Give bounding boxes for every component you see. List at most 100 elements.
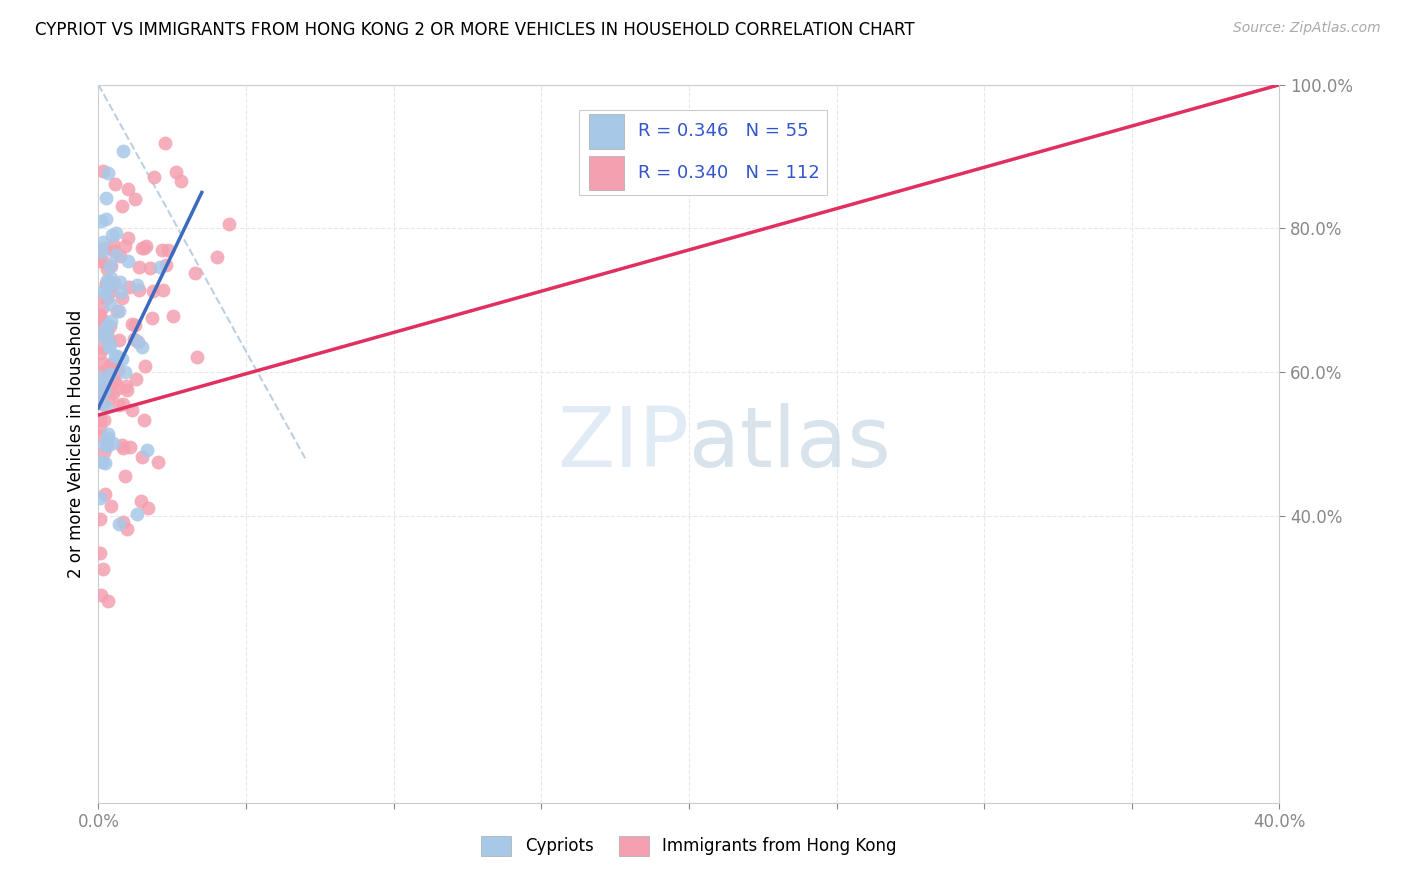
Point [98,319,121,334]
Point [100,500,122,514]
Point [121,403,143,417]
Point [93,437,115,451]
Point [152,283,174,297]
Point [96,369,118,384]
Point [131,241,153,255]
Point [90,385,112,400]
Point [97,426,120,441]
Point [100,314,122,328]
Point [97,431,120,445]
Point [117,231,139,245]
Point [127,278,149,293]
Point [111,351,134,366]
Point [89,308,111,322]
Point [108,303,131,318]
Point [93,384,115,399]
Point [100,368,122,382]
Y-axis label: 2 or more Vehicles in Household: 2 or more Vehicles in Household [66,310,84,578]
Point [96,438,118,452]
Point [91,562,114,576]
Point [93,413,115,427]
Point [91,341,114,355]
Point [105,349,128,363]
Point [117,522,139,536]
Point [97,166,120,180]
Point [117,254,139,268]
Point [120,440,142,454]
Point [122,332,145,346]
Point [98,358,121,372]
Point [94,277,117,292]
Text: R = 0.340   N = 112: R = 0.340 N = 112 [638,164,820,182]
Point [94,384,117,398]
Point [132,413,155,427]
Point [110,285,132,299]
Point [89,413,111,427]
Point [89,546,111,560]
Point [89,421,111,435]
Text: ZIP: ZIP [557,403,689,484]
Point [155,258,177,272]
Point [94,363,117,377]
Point [139,261,162,276]
Point [105,226,128,240]
Point [93,235,115,249]
Point [104,374,127,388]
Point [124,318,146,333]
Point [89,329,111,343]
Point [143,170,166,185]
Point [125,372,148,386]
Point [162,309,184,323]
Point [136,501,159,516]
Point [91,455,114,469]
Point [103,376,125,390]
Point [150,244,173,258]
Point [128,283,150,297]
Point [97,334,120,348]
Point [115,383,138,397]
Point [97,340,120,354]
Point [96,191,118,205]
Point [136,442,159,457]
Point [114,365,136,379]
Point [108,516,131,531]
Point [127,334,149,349]
Text: atlas: atlas [689,403,890,484]
Point [94,457,117,471]
Point [207,250,229,264]
Point [93,242,115,256]
Point [100,271,122,285]
Point [89,326,111,341]
Point [91,284,114,298]
Point [125,334,148,348]
Point [149,260,172,274]
Point [153,136,176,151]
Point [97,278,120,293]
Point [96,326,118,340]
Point [91,313,114,327]
Point [94,400,117,414]
Point [98,259,121,273]
Point [100,260,122,274]
Point [118,279,141,293]
Point [100,296,122,310]
Legend: Cypriots, Immigrants from Hong Kong: Cypriots, Immigrants from Hong Kong [475,829,903,863]
Point [89,512,111,526]
Point [96,328,118,343]
Point [101,227,124,242]
FancyBboxPatch shape [579,110,827,194]
Point [90,244,112,259]
Point [93,397,115,411]
Point [111,144,134,158]
Point [96,384,118,398]
Point [93,255,115,269]
Point [117,182,139,196]
Point [96,291,118,305]
Point [94,212,117,227]
Point [170,174,193,188]
Point [96,439,118,453]
Point [90,301,112,316]
Point [105,303,128,318]
Point [97,318,120,332]
Point [111,438,134,452]
